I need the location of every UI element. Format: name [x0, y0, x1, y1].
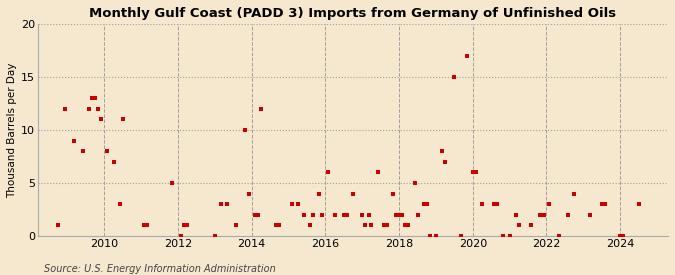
Point	[381, 223, 392, 228]
Point	[618, 234, 628, 238]
Point	[489, 202, 500, 207]
Point	[599, 202, 610, 207]
Point	[562, 213, 573, 217]
Point	[68, 138, 79, 143]
Text: Source: U.S. Energy Information Administration: Source: U.S. Energy Information Administ…	[44, 264, 275, 274]
Point	[114, 202, 125, 207]
Point	[449, 75, 460, 79]
Point	[418, 202, 429, 207]
Point	[510, 213, 521, 217]
Point	[256, 106, 267, 111]
Point	[304, 223, 315, 228]
Point	[544, 202, 555, 207]
Point	[403, 223, 414, 228]
Point	[394, 213, 404, 217]
Point	[425, 234, 435, 238]
Point	[437, 149, 448, 153]
Point	[102, 149, 113, 153]
Point	[387, 191, 398, 196]
Point	[455, 234, 466, 238]
Point	[439, 160, 450, 164]
Point	[357, 213, 368, 217]
Point	[78, 149, 88, 153]
Point	[182, 223, 192, 228]
Point	[87, 96, 98, 100]
Point	[467, 170, 478, 175]
Point	[292, 202, 303, 207]
Point	[584, 213, 595, 217]
Point	[53, 223, 63, 228]
Point	[209, 234, 220, 238]
Point	[342, 213, 352, 217]
Point	[90, 96, 101, 100]
Point	[526, 223, 537, 228]
Point	[329, 213, 340, 217]
Point	[244, 191, 254, 196]
Point	[492, 202, 503, 207]
Point	[221, 202, 232, 207]
Point	[92, 106, 103, 111]
Point	[569, 191, 580, 196]
Point	[504, 234, 515, 238]
Point	[470, 170, 481, 175]
Point	[323, 170, 333, 175]
Point	[378, 223, 389, 228]
Point	[139, 223, 150, 228]
Point	[431, 234, 441, 238]
Point	[421, 202, 432, 207]
Point	[397, 213, 408, 217]
Point	[338, 213, 349, 217]
Point	[84, 106, 95, 111]
Title: Monthly Gulf Coast (PADD 3) Imports from Germany of Unfinished Oils: Monthly Gulf Coast (PADD 3) Imports from…	[90, 7, 616, 20]
Point	[615, 234, 626, 238]
Point	[252, 213, 263, 217]
Point	[59, 106, 70, 111]
Point	[554, 234, 564, 238]
Point	[142, 223, 153, 228]
Point	[514, 223, 524, 228]
Point	[477, 202, 487, 207]
Point	[117, 117, 128, 122]
Point	[274, 223, 285, 228]
Point	[166, 181, 177, 185]
Point	[409, 181, 420, 185]
Point	[400, 223, 411, 228]
Point	[286, 202, 297, 207]
Point	[366, 223, 377, 228]
Point	[596, 202, 607, 207]
Point	[314, 191, 325, 196]
Point	[298, 213, 309, 217]
Point	[348, 191, 358, 196]
Y-axis label: Thousand Barrels per Day: Thousand Barrels per Day	[7, 62, 17, 198]
Point	[308, 213, 319, 217]
Point	[360, 223, 371, 228]
Point	[373, 170, 383, 175]
Point	[633, 202, 644, 207]
Point	[231, 223, 242, 228]
Point	[271, 223, 281, 228]
Point	[96, 117, 107, 122]
Point	[179, 223, 190, 228]
Point	[461, 54, 472, 58]
Point	[249, 213, 260, 217]
Point	[498, 234, 509, 238]
Point	[108, 160, 119, 164]
Point	[317, 213, 328, 217]
Point	[412, 213, 423, 217]
Point	[391, 213, 402, 217]
Point	[176, 234, 186, 238]
Point	[363, 213, 374, 217]
Point	[538, 213, 549, 217]
Point	[240, 128, 251, 132]
Point	[535, 213, 545, 217]
Point	[216, 202, 227, 207]
